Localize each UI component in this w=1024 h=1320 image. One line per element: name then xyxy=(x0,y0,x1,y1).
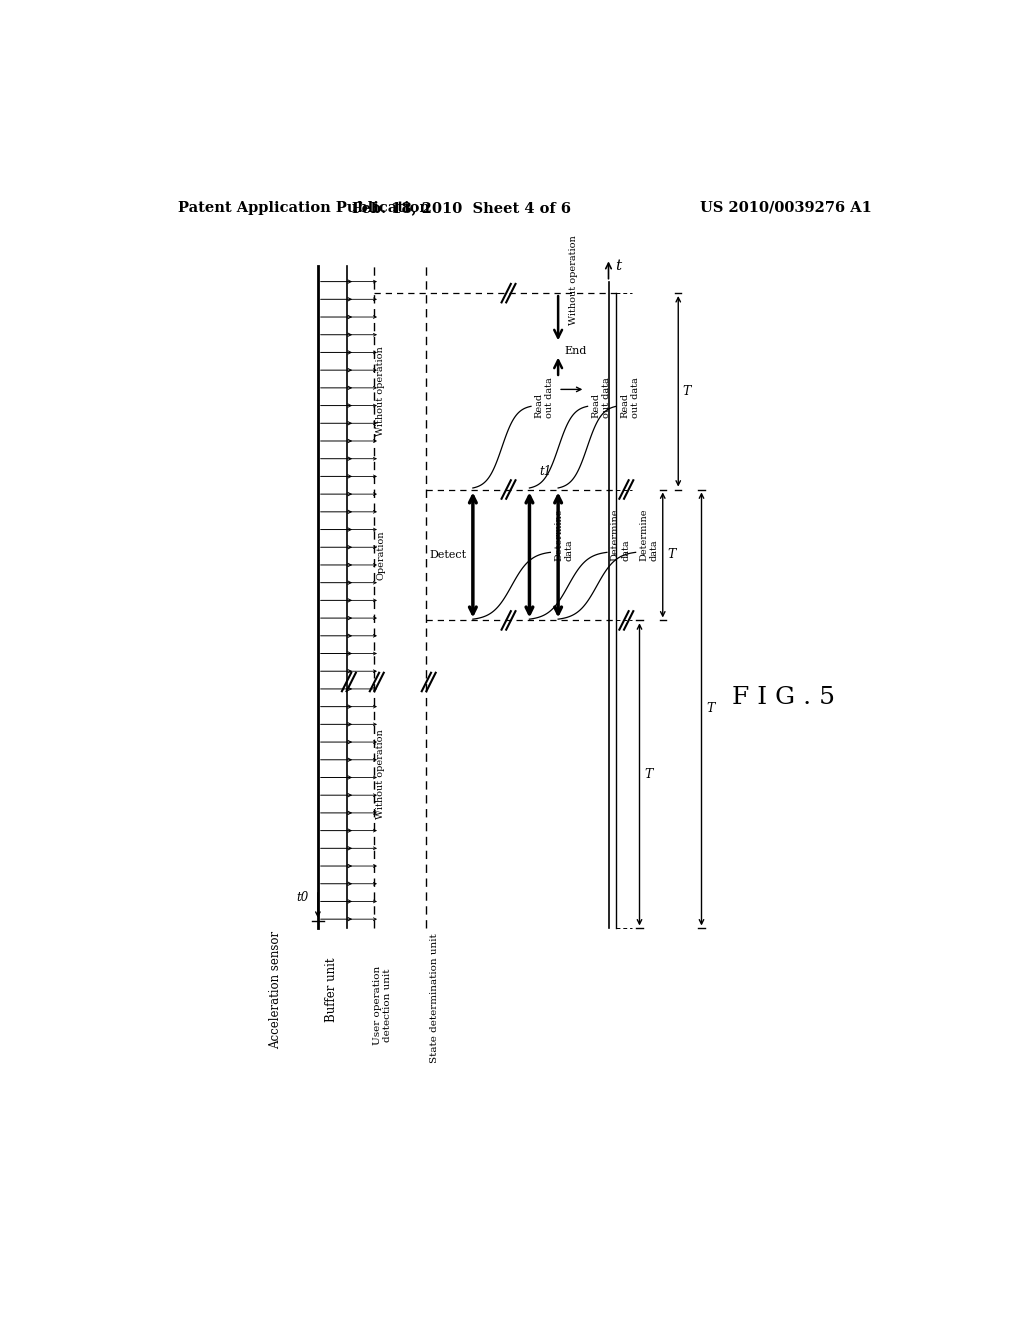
Text: Determine
data: Determine data xyxy=(554,510,573,561)
Text: Read
out data: Read out data xyxy=(535,376,554,417)
Text: Read
out data: Read out data xyxy=(621,376,640,417)
Text: F I G . 5: F I G . 5 xyxy=(732,686,836,709)
Text: Determine
data: Determine data xyxy=(640,510,658,561)
Text: Operation: Operation xyxy=(376,531,385,579)
Text: t0: t0 xyxy=(296,891,308,904)
Text: Without operation: Without operation xyxy=(376,730,385,820)
Text: T: T xyxy=(668,548,676,561)
Text: t: t xyxy=(614,259,621,272)
Text: US 2010/0039276 A1: US 2010/0039276 A1 xyxy=(700,201,872,215)
Text: Determine
data: Determine data xyxy=(611,510,630,561)
Text: End: End xyxy=(564,346,587,356)
Text: T: T xyxy=(707,702,715,715)
Text: Without operation: Without operation xyxy=(376,346,385,436)
Text: State determination unit: State determination unit xyxy=(430,933,438,1063)
Text: t1: t1 xyxy=(540,465,552,478)
Text: Patent Application Publication: Patent Application Publication xyxy=(178,201,430,215)
Text: Without operation: Without operation xyxy=(569,235,579,325)
Text: Buffer unit: Buffer unit xyxy=(326,958,338,1022)
Text: Feb. 18, 2010  Sheet 4 of 6: Feb. 18, 2010 Sheet 4 of 6 xyxy=(352,201,570,215)
Text: T: T xyxy=(644,768,652,781)
Text: User operation
detection unit: User operation detection unit xyxy=(373,966,391,1045)
Text: Read
out data: Read out data xyxy=(592,376,611,417)
Text: Detect: Detect xyxy=(429,550,467,560)
Text: Acceleration sensor: Acceleration sensor xyxy=(268,931,282,1049)
Text: T: T xyxy=(683,385,691,397)
